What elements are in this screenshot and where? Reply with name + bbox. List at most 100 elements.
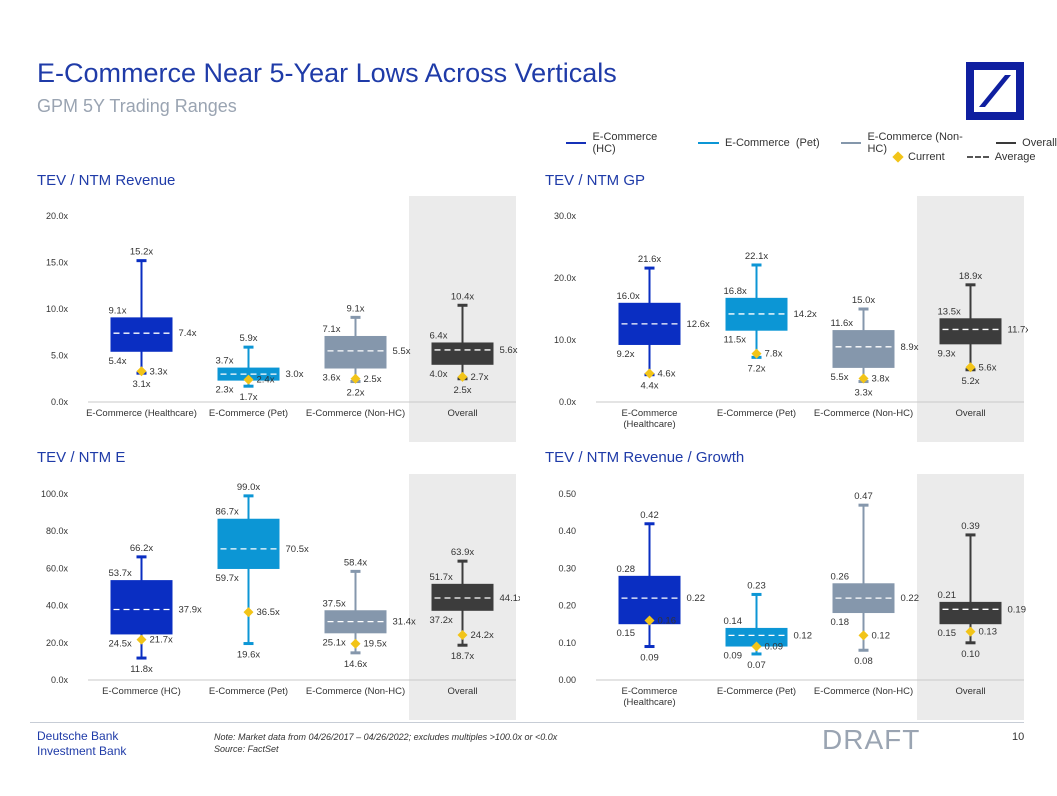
label-q1: 0.09 [724,651,743,662]
label-q3: 3.7x [216,356,234,367]
y-tick-label: 60.0x [46,563,69,573]
section-title-ntm-gp: TEV / NTM GP [545,172,646,189]
legend-swatch-pet [698,142,719,144]
box-nonhc: 9.1x 7.1x 5.5x 3.6x 2.2x 2.5x [323,303,411,398]
y-tick-label: 20.0x [46,211,69,221]
page-title: E-Commerce Near 5-Year Lows Across Verti… [37,58,617,88]
x-tick-label: E-Commerce (Pet) [209,686,288,697]
x-tick-label: E-Commerce (Pet) [209,408,288,419]
current-marker [457,371,468,382]
box-pet: 5.9x 3.7x 3.0x 2.3x 1.7x 2.4x [216,333,304,403]
y-tick-label: 30.0x [554,211,577,221]
box-body [939,318,1002,345]
label-q1: 0.15 [617,628,636,639]
label-current: 7.8x [765,349,783,360]
current-marker [965,626,976,637]
label-min: 18.7x [451,651,474,662]
x-tick-label: E-Commerce (Pet) [717,408,796,419]
box-hc: 66.2x 53.7x 37.9x 24.5x 11.8x 21.7x [109,543,202,675]
box-body [217,367,280,381]
chart-ntm-revenue: 0.0x 5.0x 10.0x 15.0x 20.0x 15.2x 9.1x 7.4x 5.4x… [46,196,518,442]
label-q1: 59.7x [216,573,239,584]
x-tick-label: E-Commerce [622,408,678,419]
current-marker [136,366,147,377]
label-average: 5.6x [500,345,518,356]
x-tick-label: E-Commerce (Non-HC) [306,408,405,419]
label-max: 15.2x [130,247,153,258]
label-average: 70.5x [286,544,309,555]
current-diamond-icon [892,151,904,163]
box-body [618,302,681,345]
current-marker [350,373,361,384]
legend-label-pet: E-Commerce (Pet) [724,137,820,149]
label-min: 0.10 [961,649,980,660]
legend-swatch-hc [566,142,587,144]
label-q3: 9.1x [109,305,127,316]
label-average: 8.9x [901,342,919,353]
y-tick-label: 0.40 [558,526,576,536]
page-number: 10 [1012,731,1025,743]
x-tick-label: Overall [955,408,985,419]
label-max: 58.4x [344,557,367,568]
label-average: 5.5x [393,346,411,357]
current-marker [243,607,254,618]
legend-label-overall: Overall [1022,137,1057,149]
average-dash-icon [966,156,989,158]
box-body [324,335,387,369]
brand-line-1: Deutsche Bank [37,729,119,743]
x-tick-label: E-Commerce (Pet) [717,686,796,697]
legend-label-nonhc: E-Commerce (Non-HC) [867,131,963,155]
label-q1: 9.3x [938,348,956,359]
y-tick-label: 10.0x [554,335,577,345]
section-title-ntm-revenue: TEV / NTM Revenue [37,172,176,189]
legend-row-markers: Current Average [892,151,1036,163]
box-body [939,601,1002,625]
label-q1: 2.3x [216,385,234,396]
legend-swatch-nonhc [841,142,862,144]
page-subtitle: GPM 5Y Trading Ranges [37,96,237,116]
label-min: 3.3x [855,388,873,399]
label-q1: 25.1x [323,637,346,648]
label-min: 4.4x [641,381,659,392]
label-current: 36.5x [257,607,280,618]
label-q1: 0.18 [831,617,850,628]
footer-brand: Deutsche Bank Investment Bank [37,729,126,759]
x-tick-label: E-Commerce (Non-HC) [814,408,913,419]
label-q1: 4.0x [430,369,448,380]
label-average: 0.12 [794,630,813,641]
y-tick-label: 100.0x [41,489,69,499]
box-overall: 63.9x 51.7x 44.1x 37.2x 18.7x 24.2x [430,547,521,662]
box-overall: 18.9x 13.5x 11.7x 9.3x 5.2x 5.6x [938,271,1029,387]
box-body [832,330,895,368]
label-max: 15.0x [852,295,875,306]
box-body [725,297,788,331]
x-tick-label: Overall [447,686,477,697]
box-hc: 21.6x 16.0x 12.6x 9.2x 4.4x 4.6x [617,254,710,392]
x-tick-label: Overall [447,408,477,419]
label-max: 5.9x [240,333,258,344]
box-body [110,580,173,635]
current-marker [457,629,468,640]
label-min: 1.7x [240,392,258,403]
box-body [324,610,387,634]
label-min: 14.6x [344,659,367,670]
label-q3: 51.7x [430,572,453,583]
y-tick-label: 0.10 [558,638,576,648]
current-marker [644,368,655,379]
x-tick-label: E-Commerce (Healthcare) [86,408,197,419]
label-q1: 24.5x [109,638,132,649]
label-q3: 13.5x [938,306,961,317]
label-average: 7.4x [179,328,197,339]
box-body [217,518,280,569]
label-min: 2.2x [347,388,365,399]
box-nonhc: 0.47 0.26 0.22 0.18 0.08 0.12 [831,491,920,667]
legend-label-average: Average [994,151,1036,163]
label-q3: 53.7x [109,568,132,579]
current-marker [751,641,762,652]
current-marker [644,615,655,626]
legend-swatch-overall [995,142,1017,144]
label-min: 2.5x [454,385,472,396]
deutsche-bank-logo [966,62,1024,120]
label-average: 11.7x [1008,324,1029,335]
label-max: 0.47 [854,491,873,502]
